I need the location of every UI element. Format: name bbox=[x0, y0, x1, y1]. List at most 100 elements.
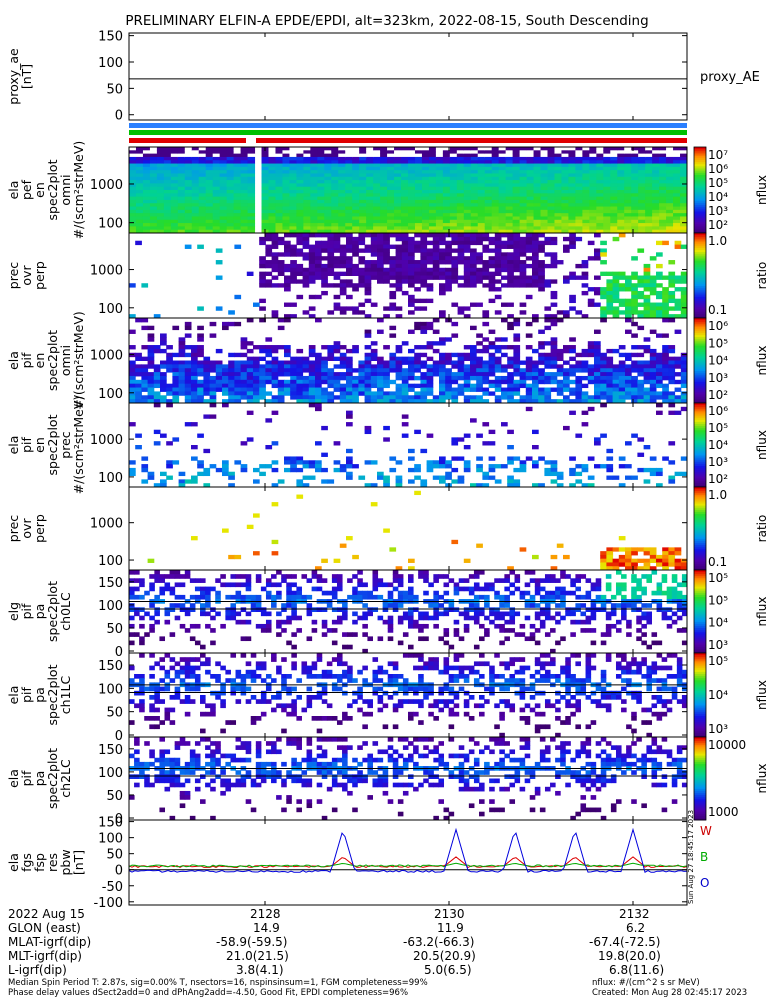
heatmap-cell bbox=[575, 368, 583, 373]
heatmap-cell bbox=[414, 226, 423, 231]
heatmap-cell bbox=[432, 341, 440, 346]
y-axis-label: pef bbox=[19, 179, 34, 200]
heatmap-cell bbox=[153, 395, 161, 400]
heatmap-cell bbox=[246, 341, 254, 346]
heatmap-cell bbox=[315, 460, 322, 465]
heatmap-cell bbox=[383, 244, 390, 249]
heatmap-cell bbox=[215, 275, 223, 280]
heatmap-cell bbox=[439, 464, 446, 469]
heatmap-cell bbox=[420, 383, 428, 389]
heatmap-cell bbox=[561, 180, 569, 184]
heatmap-cell bbox=[494, 337, 502, 342]
heatmap-cell bbox=[491, 193, 500, 198]
heatmap-cell bbox=[449, 213, 458, 217]
heatmap-cell bbox=[637, 345, 645, 350]
heatmap-cell bbox=[219, 180, 228, 184]
heatmap-cell bbox=[526, 147, 535, 151]
heatmap-cell bbox=[643, 364, 651, 369]
heatmap-cell bbox=[394, 163, 402, 168]
heatmap-cell bbox=[401, 244, 409, 249]
heatmap-cell bbox=[420, 256, 428, 261]
heatmap-cell bbox=[184, 147, 193, 151]
heatmap-cell bbox=[389, 360, 397, 365]
heatmap-cell bbox=[289, 209, 297, 214]
heatmap-cell bbox=[612, 558, 620, 563]
heatmap-cell bbox=[554, 216, 562, 221]
heatmap-cell bbox=[432, 267, 440, 273]
heatmap-cell bbox=[310, 176, 318, 181]
heatmap-cell bbox=[526, 150, 535, 155]
heatmap-cell bbox=[638, 216, 646, 221]
heatmap-cell bbox=[666, 166, 674, 171]
heatmap-cell bbox=[494, 279, 502, 284]
heatmap-cell bbox=[352, 190, 360, 194]
heatmap-cell bbox=[163, 193, 172, 198]
heatmap-cell bbox=[389, 368, 397, 373]
heatmap-cell bbox=[498, 209, 507, 214]
heatmap-cell bbox=[225, 615, 231, 621]
heatmap-cell bbox=[265, 244, 273, 249]
heatmap-cell bbox=[575, 364, 583, 369]
heatmap-cell bbox=[638, 180, 646, 184]
heatmap-cell bbox=[373, 219, 381, 224]
heatmap-cell bbox=[324, 153, 332, 158]
heatmap-cell bbox=[612, 395, 620, 400]
heatmap-cell bbox=[352, 383, 359, 389]
heatmap-cell bbox=[255, 578, 262, 583]
heatmap-cell bbox=[383, 425, 390, 431]
heatmap-cell bbox=[219, 190, 228, 194]
heatmap-cell bbox=[144, 590, 150, 596]
heatmap-cell bbox=[370, 375, 378, 381]
heatmap-cell bbox=[463, 147, 472, 151]
heatmap-cell bbox=[352, 206, 360, 211]
heatmap-cell bbox=[240, 387, 248, 392]
heatmap-cell bbox=[317, 196, 325, 201]
heatmap-cell bbox=[154, 570, 160, 575]
heatmap-cell bbox=[589, 229, 597, 234]
heatmap-cell bbox=[414, 229, 423, 234]
heatmap-cell bbox=[271, 410, 279, 415]
colorbar-cell bbox=[694, 337, 706, 340]
heatmap-cell bbox=[414, 429, 421, 435]
colorbar-tick-label: 0.1 bbox=[708, 303, 727, 317]
heatmap-cell bbox=[240, 345, 248, 350]
heatmap-cell bbox=[439, 368, 446, 373]
heatmap-cell bbox=[680, 294, 688, 300]
colorbar-cell bbox=[694, 413, 706, 417]
heatmap-cell bbox=[219, 166, 228, 171]
colorbar-cell bbox=[694, 440, 706, 444]
heatmap-cell bbox=[618, 558, 626, 563]
heatmap-cell bbox=[637, 294, 645, 300]
heatmap-cell bbox=[310, 160, 318, 165]
heatmap-cell bbox=[451, 333, 459, 338]
heatmap-cell bbox=[550, 337, 558, 342]
heatmap-cell bbox=[358, 310, 366, 315]
heatmap-cell bbox=[276, 619, 282, 625]
heatmap-cell bbox=[606, 287, 614, 292]
heatmap-cell bbox=[156, 173, 165, 178]
heatmap-cell bbox=[205, 193, 214, 198]
heatmap-cell bbox=[680, 456, 688, 461]
heatmap-cell bbox=[575, 352, 583, 358]
heatmap-cell bbox=[414, 180, 423, 184]
heatmap-cell bbox=[205, 216, 214, 221]
heatmap-cell bbox=[401, 391, 409, 396]
heatmap-cell bbox=[563, 244, 570, 249]
heatmap-cell bbox=[463, 206, 472, 211]
heatmap-cell bbox=[512, 156, 521, 161]
heatmap-cell bbox=[540, 226, 548, 231]
heatmap-cell bbox=[135, 433, 142, 438]
heatmap-cell bbox=[457, 256, 465, 261]
heatmap-cell bbox=[457, 275, 465, 280]
heatmap-cell bbox=[456, 183, 465, 188]
heatmap-cell bbox=[612, 364, 620, 369]
heatmap-cell bbox=[246, 372, 254, 377]
heatmap-cell bbox=[470, 216, 479, 221]
heatmap-cell bbox=[177, 193, 186, 198]
heatmap-cell bbox=[233, 153, 242, 158]
heatmap-cell bbox=[289, 156, 297, 161]
heatmap-cell bbox=[200, 611, 206, 617]
heatmap-cell bbox=[205, 203, 214, 208]
heatmap-cell bbox=[321, 263, 328, 269]
heatmap-cell bbox=[296, 206, 304, 211]
